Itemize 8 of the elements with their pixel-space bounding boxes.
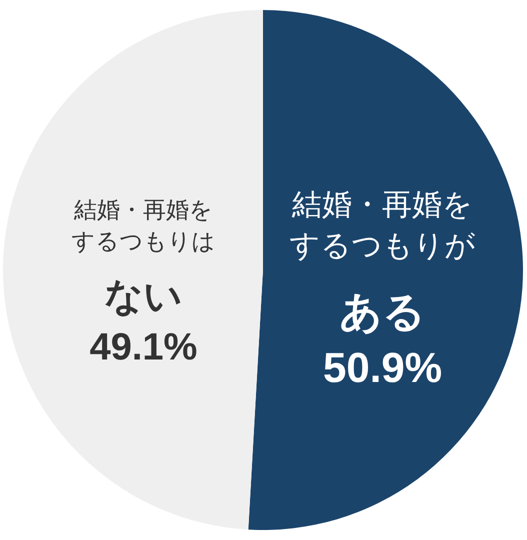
category-label: するつもりは [71, 228, 216, 254]
value-label: 49.1% [90, 326, 198, 368]
value-label: 50.9% [323, 344, 442, 391]
category-label: 結婚・再婚を [74, 196, 213, 222]
category-label: ない [104, 276, 182, 318]
category-label: ある [340, 288, 426, 336]
category-label: するつもりが [290, 230, 476, 263]
category-label: 結婚・再婚を [292, 188, 474, 222]
